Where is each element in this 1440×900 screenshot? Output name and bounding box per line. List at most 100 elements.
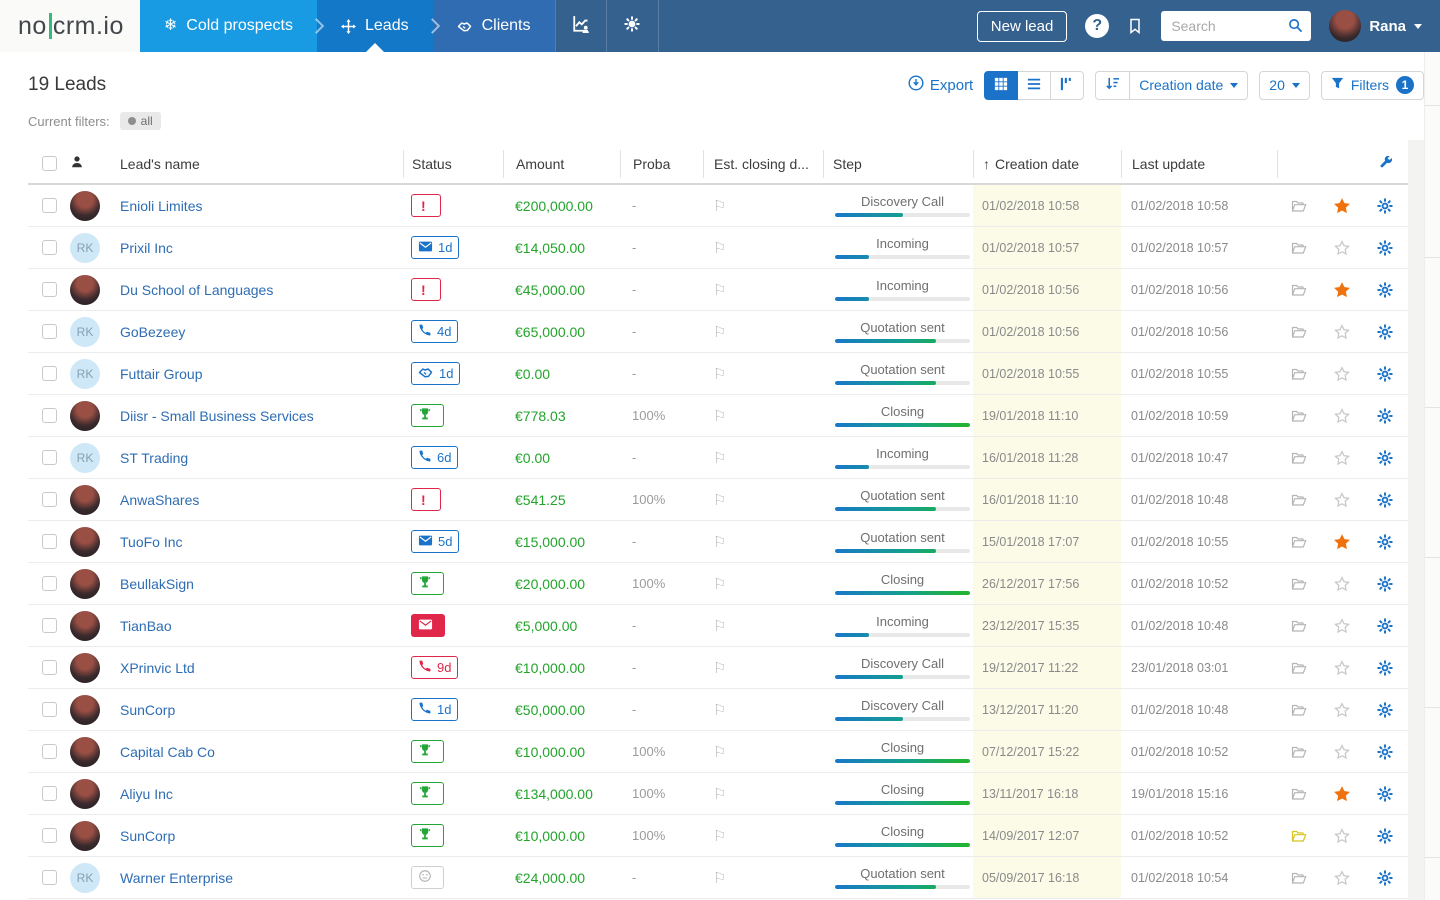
lead-name-link[interactable]: Du School of Languages (120, 281, 274, 298)
row-checkbox[interactable] (42, 702, 57, 717)
row-checkbox[interactable] (42, 492, 57, 507)
active-filter-pill[interactable]: all (119, 112, 161, 130)
avatar[interactable] (70, 526, 100, 557)
lead-name-link[interactable]: Capital Cab Co (120, 743, 215, 760)
star-icon[interactable] (1320, 491, 1363, 508)
step-label[interactable]: Closing (880, 572, 925, 587)
status-badge[interactable] (411, 866, 444, 889)
help-button[interactable]: ? (1085, 14, 1110, 38)
status-badge[interactable]: ! (411, 488, 441, 511)
step-label[interactable]: Discovery Call (860, 194, 945, 209)
row-checkbox[interactable] (42, 408, 57, 423)
lead-name-link[interactable]: Prixil Inc (120, 239, 173, 256)
step-label[interactable]: Discovery Call (860, 698, 945, 713)
step-label[interactable]: Closing (880, 404, 925, 419)
row-checkbox[interactable] (42, 660, 57, 675)
row-checkbox[interactable] (42, 618, 57, 633)
status-badge[interactable]: ! (411, 194, 441, 217)
avatar[interactable] (70, 400, 100, 431)
step-label[interactable]: Discovery Call (860, 656, 945, 671)
new-lead-button[interactable]: New lead (976, 10, 1068, 42)
col-last-update[interactable]: Last update (1121, 149, 1277, 178)
avatar[interactable]: RK (70, 862, 100, 893)
avatar[interactable] (70, 694, 100, 725)
folder-icon[interactable] (1277, 744, 1320, 760)
step-label[interactable]: Quotation sent (860, 320, 945, 335)
gear-icon[interactable] (1363, 323, 1406, 340)
star-icon[interactable] (1320, 575, 1363, 592)
lead-name-link[interactable]: Futtair Group (120, 365, 203, 382)
flag-icon[interactable]: ⚐ (713, 533, 727, 551)
row-checkbox[interactable] (42, 240, 57, 255)
folder-icon[interactable] (1277, 366, 1320, 382)
gear-icon[interactable] (1363, 533, 1406, 550)
status-badge[interactable]: 9d (411, 656, 459, 679)
per-page-button[interactable]: 20 (1259, 70, 1310, 100)
row-checkbox[interactable] (42, 366, 57, 381)
gear-icon[interactable] (1363, 407, 1406, 424)
folder-icon[interactable] (1277, 828, 1320, 844)
star-icon[interactable] (1320, 533, 1363, 550)
star-icon[interactable] (1320, 701, 1363, 718)
lead-name-link[interactable]: ST Trading (120, 449, 189, 466)
avatar[interactable]: RK (70, 232, 100, 263)
gear-icon[interactable] (1363, 491, 1406, 508)
view-kanban-button[interactable] (1051, 70, 1085, 100)
gear-icon[interactable] (1363, 197, 1406, 214)
col-leads-name[interactable]: Lead's name (120, 155, 200, 172)
star-icon[interactable] (1320, 659, 1363, 676)
status-badge[interactable] (411, 614, 445, 637)
avatar[interactable]: RK (70, 316, 100, 347)
step-label[interactable]: Incoming (876, 446, 929, 461)
avatar[interactable] (70, 736, 100, 767)
star-icon[interactable] (1320, 239, 1363, 256)
status-badge[interactable]: ! (411, 278, 441, 301)
col-est-closing[interactable]: Est. closing d... (703, 149, 823, 178)
star-icon[interactable] (1320, 827, 1363, 844)
avatar[interactable] (70, 274, 100, 305)
view-list-button[interactable] (1018, 70, 1052, 100)
flag-icon[interactable]: ⚐ (713, 701, 727, 719)
col-amount[interactable]: Amount (503, 149, 620, 178)
flag-icon[interactable]: ⚐ (713, 407, 727, 425)
flag-icon[interactable]: ⚐ (713, 617, 727, 635)
step-label[interactable]: Incoming (876, 614, 929, 629)
col-creation-date[interactable]: ↑ Creation date (973, 149, 1121, 178)
gear-icon[interactable] (1363, 869, 1406, 886)
row-checkbox[interactable] (42, 870, 57, 885)
row-checkbox[interactable] (42, 450, 57, 465)
gear-icon[interactable] (1363, 743, 1406, 760)
step-label[interactable]: Closing (880, 782, 925, 797)
folder-icon[interactable] (1277, 450, 1320, 466)
star-icon[interactable] (1320, 323, 1363, 340)
gear-icon[interactable] (1363, 365, 1406, 382)
col-step[interactable]: Step (823, 149, 973, 178)
wrench-icon[interactable] (1379, 156, 1408, 171)
star-icon[interactable] (1320, 407, 1363, 424)
flag-icon[interactable]: ⚐ (713, 239, 727, 257)
tab-cold-prospects[interactable]: ❄ Cold prospects (139, 0, 325, 52)
bookmark-icon[interactable] (1127, 18, 1143, 34)
step-label[interactable]: Incoming (876, 278, 929, 293)
step-label[interactable]: Quotation sent (860, 362, 945, 377)
lead-name-link[interactable]: BeullakSign (120, 575, 194, 592)
user-menu[interactable]: Rana (1329, 10, 1422, 42)
col-status[interactable]: Status (403, 149, 503, 178)
star-icon[interactable] (1320, 197, 1363, 214)
search-icon[interactable] (1288, 18, 1303, 38)
flag-icon[interactable]: ⚐ (713, 575, 727, 593)
row-checkbox[interactable] (42, 744, 57, 759)
sort-direction-button[interactable] (1095, 70, 1131, 100)
lead-name-link[interactable]: AnwaShares (120, 491, 200, 508)
lead-name-link[interactable]: TianBao (120, 617, 172, 634)
folder-icon[interactable] (1277, 198, 1320, 214)
folder-icon[interactable] (1277, 492, 1320, 508)
avatar[interactable]: RK (70, 358, 100, 389)
star-icon[interactable] (1320, 869, 1363, 886)
step-label[interactable]: Quotation sent (860, 866, 945, 881)
avatar[interactable]: RK (70, 442, 100, 473)
star-icon[interactable] (1320, 743, 1363, 760)
folder-icon[interactable] (1277, 702, 1320, 718)
gear-icon[interactable] (1363, 281, 1406, 298)
row-checkbox[interactable] (42, 576, 57, 591)
